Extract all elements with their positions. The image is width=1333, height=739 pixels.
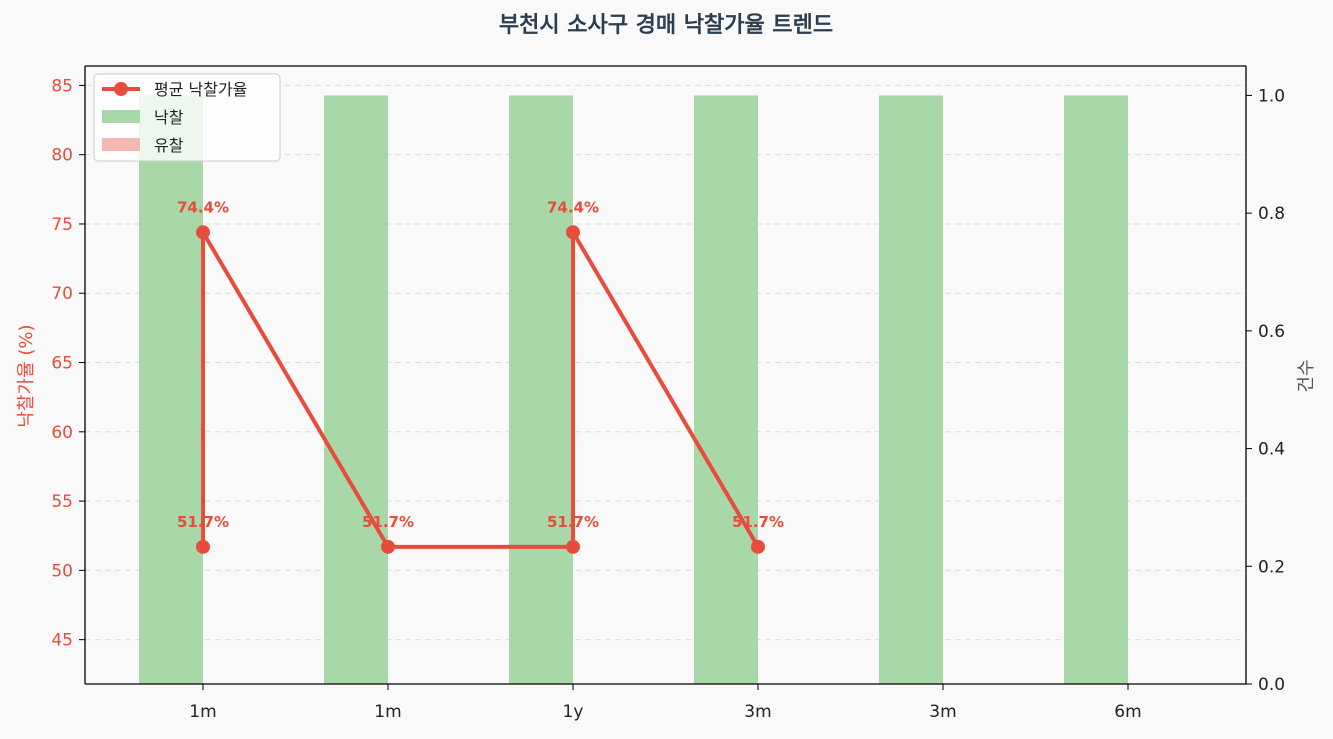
y-left-tick-label: 55 [51, 492, 73, 512]
data-label: 51.7% [732, 513, 784, 531]
trend-line-segment [571, 230, 760, 549]
y-right-tick-label: 1.0 [1258, 86, 1285, 106]
y-left-tick-label: 80 [51, 146, 73, 166]
data-label: 74.4% [177, 198, 229, 216]
trend-point [566, 539, 580, 554]
y-right-tick-label: 0.4 [1258, 440, 1285, 460]
y-left-tick-label: 70 [51, 284, 73, 304]
legend-box [93, 73, 281, 162]
trend-point [566, 225, 580, 240]
x-tick-label: 1m [374, 702, 401, 722]
trend-line-segment [201, 230, 390, 549]
y-left-tick-label: 75 [51, 215, 73, 235]
y-axis-left-label: 낙찰가율 (%) [16, 324, 37, 427]
plot-background [85, 66, 1246, 684]
y-right-tick-label: 0.0 [1258, 675, 1285, 695]
chart-title: 부천시 소사구 경매 낙찰가율 트렌드 [499, 13, 833, 38]
bar-낙찰 [324, 95, 388, 684]
legend-label-bar: 낙찰 [154, 108, 184, 127]
x-tick-label: 1m [189, 702, 216, 722]
data-label: 51.7% [362, 513, 414, 531]
y-left-tick-label: 45 [51, 631, 73, 651]
x-tick-label: 3m [929, 702, 956, 722]
data-label: 51.7% [547, 513, 599, 531]
data-label: 51.7% [177, 513, 229, 531]
legend-line-marker [114, 82, 128, 96]
bar-낙찰 [1064, 95, 1128, 684]
bar-낙찰 [694, 95, 758, 684]
y-right-tick-label: 0.8 [1258, 204, 1285, 224]
y-right-tick-label: 0.6 [1258, 322, 1285, 342]
trend-point [381, 539, 395, 554]
trend-point [196, 225, 210, 240]
y-right-tick-label: 0.2 [1258, 557, 1285, 577]
legend-swatch-낙찰 [102, 110, 140, 123]
bar-낙찰 [139, 95, 203, 684]
legend-swatch-유찰 [102, 138, 140, 151]
bar-낙찰 [879, 95, 943, 684]
data-label: 74.4% [547, 198, 599, 216]
bar-낙찰 [509, 95, 573, 684]
legend-label-bar: 유찰 [154, 136, 184, 155]
y-left-tick-label: 85 [51, 76, 73, 96]
y-left-tick-label: 50 [51, 561, 73, 581]
legend-label-line: 평균 낙찰가율 [154, 80, 247, 99]
x-tick-label: 1y [563, 702, 584, 722]
x-tick-label: 3m [744, 702, 771, 722]
y-left-tick-label: 60 [51, 423, 73, 443]
trend-point [751, 539, 765, 554]
x-tick-label: 6m [1114, 702, 1141, 722]
y-left-tick-label: 65 [51, 354, 73, 374]
trend-point [196, 539, 210, 554]
y-axis-right-label: 건수 [1296, 359, 1317, 392]
